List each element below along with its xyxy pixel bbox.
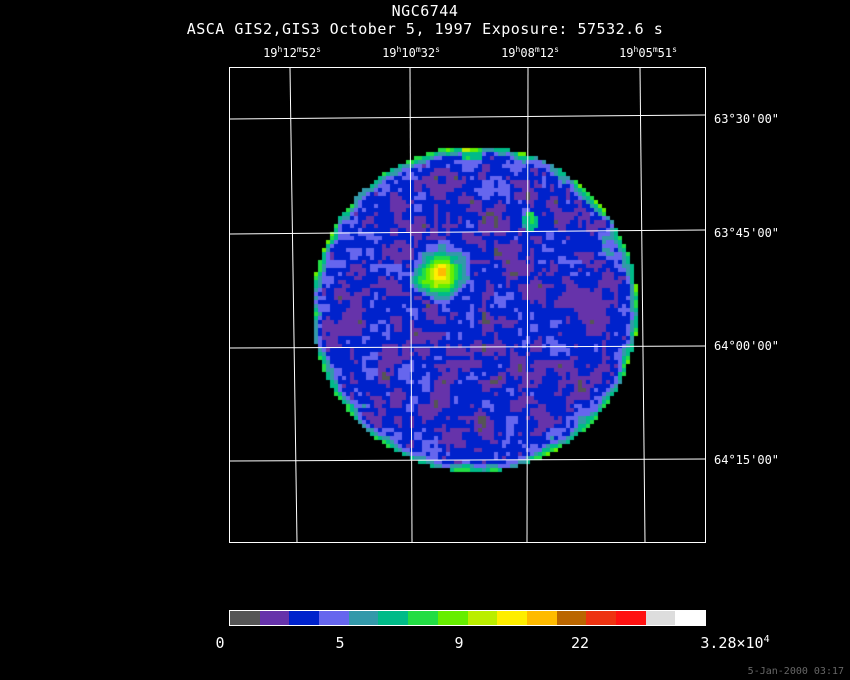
dec-label-4: 64°15'00" <box>714 453 780 467</box>
colorbar-swatch <box>408 611 438 625</box>
colorbar-label-3: 9 <box>454 634 464 652</box>
colorbar-swatch <box>586 611 616 625</box>
colorbar-swatch <box>615 611 646 625</box>
colorbar-label-max: 3.28×104 <box>700 634 770 652</box>
ra-label-4: 19h05m51s <box>619 45 677 60</box>
colorbar-swatch <box>348 611 379 625</box>
image-title: NGC6744 <box>391 2 459 20</box>
coordinate-grid <box>230 68 705 542</box>
colorbar-swatch <box>319 611 349 625</box>
dec-gridline-2 <box>230 229 705 235</box>
colorbar <box>229 610 706 626</box>
dec-label-2: 63°45'00" <box>714 226 780 240</box>
colorbar-swatch <box>437 611 468 625</box>
timestamp: 5-Jan-2000 03:17 <box>747 666 844 677</box>
colorbar-swatch <box>378 611 409 625</box>
colorbar-label-2: 5 <box>335 634 345 652</box>
ra-label-2: 19h10m32s <box>382 45 440 60</box>
colorbar-label-min: 0 <box>215 634 225 652</box>
colorbar-swatch <box>645 611 676 625</box>
colorbar-swatch <box>556 611 587 625</box>
dec-gridline-3 <box>230 345 705 349</box>
dec-gridline-4 <box>230 458 705 462</box>
colorbar-swatch <box>497 611 527 625</box>
dec-gridline-1 <box>230 114 705 120</box>
colorbar-swatch <box>526 611 557 625</box>
image-subtitle: ASCA GIS2,GIS3 October 5, 1997 Exposure:… <box>186 20 664 38</box>
colorbar-swatch <box>259 611 290 625</box>
ra-gridline-4 <box>639 68 646 542</box>
colorbar-label-4: 22 <box>570 634 590 652</box>
colorbar-swatch <box>675 611 705 625</box>
colorbar-swatch <box>230 611 260 625</box>
ra-label-1: 19h12m52s <box>263 45 321 60</box>
ra-gridline-1 <box>289 68 298 542</box>
xray-image-panel <box>229 67 706 543</box>
ra-label-3: 19h08m12s <box>501 45 559 60</box>
colorbar-swatch <box>289 611 320 625</box>
xray-intensity-map <box>230 68 705 542</box>
dec-label-3: 64°00'00" <box>714 339 780 353</box>
dec-label-1: 63°30'00" <box>714 112 780 126</box>
colorbar-swatch <box>467 611 498 625</box>
ra-gridline-3 <box>526 68 529 542</box>
ra-gridline-2 <box>409 68 413 542</box>
